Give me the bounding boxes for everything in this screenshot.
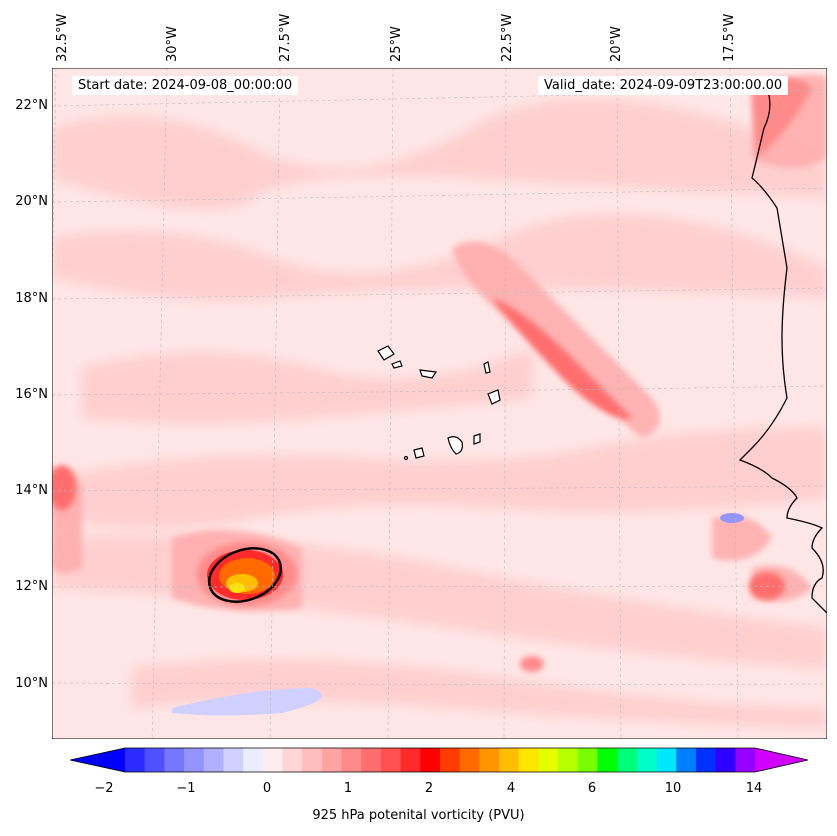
- longitude-label: 20°W: [609, 26, 624, 62]
- colorbar-bin: [400, 748, 421, 772]
- colorbar-tick-label: 1: [343, 781, 353, 796]
- colorbar-extend-low: [70, 748, 125, 772]
- colorbar-tick-label: −1: [176, 781, 196, 796]
- colorbar-bin: [125, 748, 146, 772]
- longitude-label: 17.5°W: [722, 13, 737, 62]
- colorbar: [70, 747, 809, 773]
- colorbar-tick-label: 10: [664, 781, 682, 796]
- colorbar-bin: [636, 748, 658, 772]
- colorbar-tick-label: 2: [424, 781, 434, 796]
- colorbar-bin: [321, 748, 343, 772]
- colorbar-bin: [341, 748, 362, 772]
- longitude-label: 27.5°W: [278, 13, 293, 62]
- colorbar-bin: [577, 748, 598, 772]
- longitude-label: 32.5°W: [55, 13, 70, 62]
- colorbar-bin: [223, 748, 244, 772]
- longitude-label: 22.5°W: [500, 13, 515, 62]
- colorbar-bin: [695, 748, 717, 772]
- latitude-label: 20°N: [15, 194, 48, 209]
- colorbar-bin: [715, 748, 736, 772]
- colorbar-bin: [597, 748, 618, 772]
- colorbar-bin: [656, 748, 677, 772]
- colorbar-label: 925 hPa potenital vorticity (PVU): [312, 808, 525, 823]
- colorbar-bin: [184, 748, 205, 772]
- colorbar-extend-high: [755, 748, 808, 772]
- colorbar-bin: [262, 748, 283, 772]
- map-panel: [52, 68, 827, 739]
- colorbar-bin: [459, 748, 480, 772]
- longitude-label: 25°W: [389, 26, 404, 62]
- valid-date-label: Valid_date: 2024-09-09T23:00:00.00: [538, 76, 789, 95]
- colorbar-bin: [302, 748, 323, 772]
- latitude-label: 14°N: [15, 483, 48, 498]
- colorbar-bin: [243, 748, 264, 772]
- map-gridlines: [52, 68, 827, 739]
- start-date-label: Start date: 2024-09-08_00:00:00: [72, 76, 299, 95]
- colorbar-bin: [538, 748, 559, 772]
- colorbar-bin: [479, 748, 500, 772]
- colorbar-bin: [203, 748, 224, 772]
- colorbar-bin: [361, 748, 382, 772]
- colorbar-outline: [70, 747, 809, 773]
- latitude-label: 18°N: [15, 291, 48, 306]
- colorbar-bin: [735, 748, 756, 772]
- latitude-label: 22°N: [15, 98, 48, 113]
- colorbar-tick-label: −2: [94, 781, 114, 796]
- colorbar-tick-label: 4: [506, 781, 516, 796]
- coastline: [738, 87, 827, 614]
- colorbar-tick-label: 14: [745, 781, 763, 796]
- colorbar-bin: [676, 748, 697, 772]
- latitude-label: 16°N: [15, 387, 48, 402]
- latitude-label: 10°N: [15, 676, 48, 691]
- colorbar-bin: [617, 748, 638, 772]
- colorbar-bin: [144, 748, 165, 772]
- colorbar-bin: [518, 748, 539, 772]
- colorbar-bin: [282, 748, 303, 772]
- colorbar-bin: [440, 748, 461, 772]
- cape-verde-islands: [377, 345, 501, 461]
- colorbar-bin: [164, 748, 185, 772]
- colorbar-bin: [499, 748, 520, 772]
- longitude-label: 30°W: [165, 26, 180, 62]
- colorbar-tick-label: 6: [587, 781, 597, 796]
- colorbar-bin: [558, 748, 579, 772]
- colorbar-bin: [420, 748, 441, 772]
- latitude-label: 12°N: [15, 579, 48, 594]
- colorbar-bin: [380, 748, 402, 772]
- colorbar-tick-label: 0: [262, 781, 272, 796]
- pv-negative-patches: [172, 513, 744, 716]
